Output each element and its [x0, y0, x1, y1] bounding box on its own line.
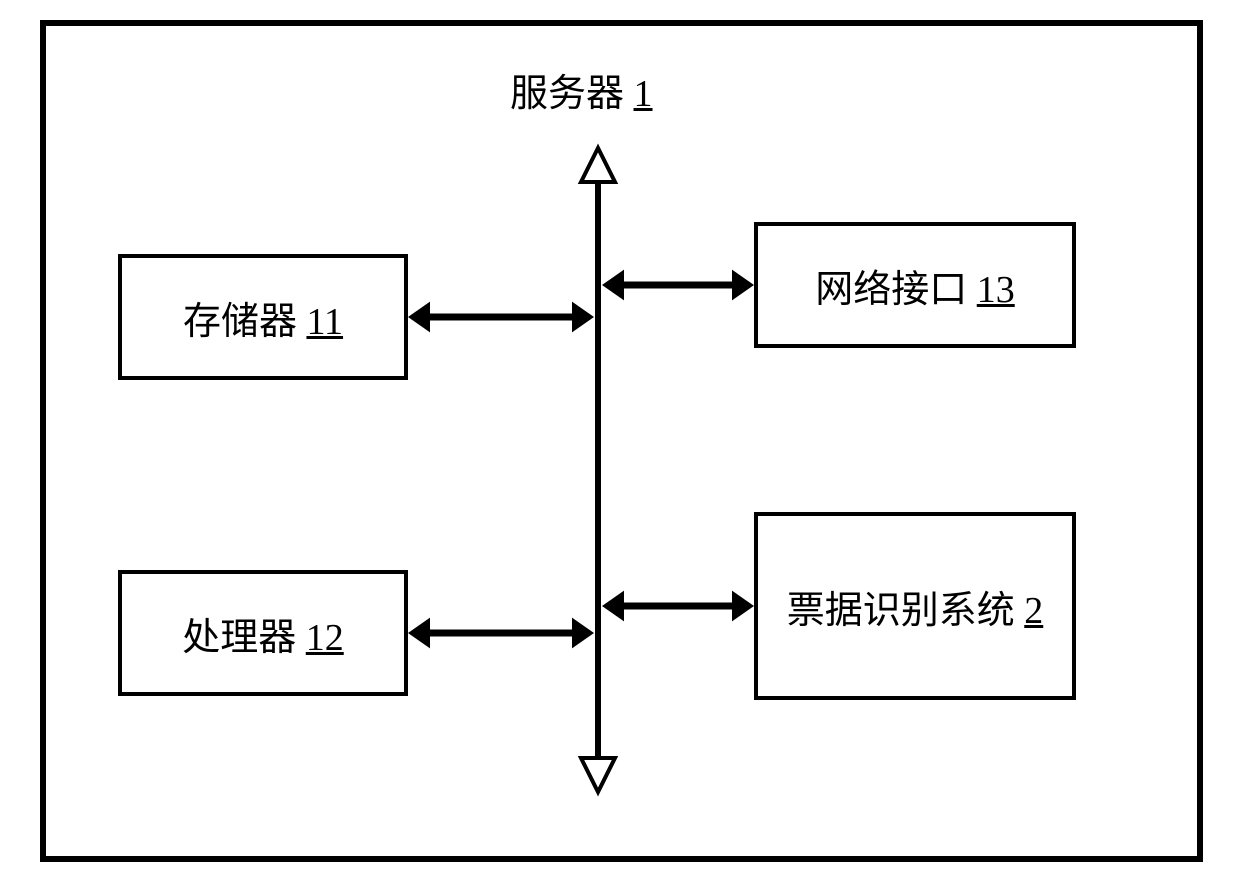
- bus-and-connectors: [0, 0, 1240, 882]
- connectors-group: [408, 270, 754, 649]
- vertical-bus-arrow: [581, 148, 615, 792]
